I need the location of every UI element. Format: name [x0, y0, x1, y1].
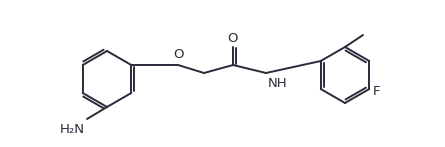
Text: H₂N: H₂N	[60, 123, 85, 136]
Text: NH: NH	[268, 77, 287, 90]
Text: O: O	[228, 32, 238, 45]
Text: O: O	[173, 48, 183, 61]
Text: F: F	[373, 85, 381, 97]
